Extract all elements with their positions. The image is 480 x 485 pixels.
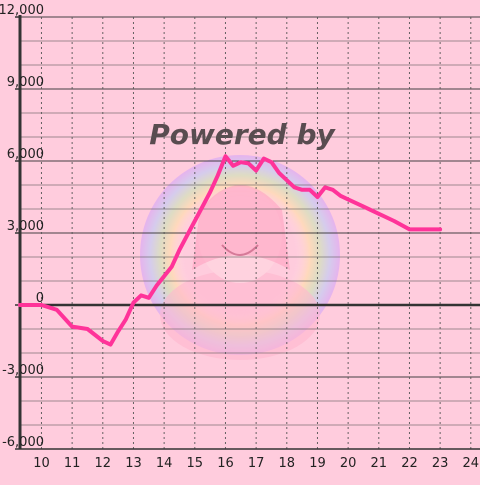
- y-tick-label: 3,000: [7, 219, 44, 234]
- x-tick-label: 12: [95, 456, 112, 471]
- y-tick-label: -6,000: [2, 435, 44, 450]
- grid: [20, 16, 480, 450]
- x-tick-label: 17: [248, 456, 265, 471]
- x-tick-label: 15: [187, 456, 204, 471]
- y-tick-label: -3,000: [2, 363, 44, 378]
- series-layer: [18, 154, 443, 347]
- y-tick-label: 6,000: [7, 147, 44, 162]
- tick-labels: -6,000 -3,000 0 3,000 6,000 9,000 12,000 10 11 12…: [0, 3, 479, 471]
- x-tick-label: 22: [401, 456, 418, 471]
- x-tick-label: 13: [125, 456, 142, 471]
- x-tick-label: 20: [340, 456, 357, 471]
- x-tick-label: 14: [156, 456, 173, 471]
- series-line: [18, 154, 443, 347]
- watermark-text: Powered by: [149, 118, 336, 151]
- x-tick-label: 21: [371, 456, 388, 471]
- x-tick-label: 18: [279, 456, 296, 471]
- x-tick-label: 23: [432, 456, 449, 471]
- x-tick-label: 24: [463, 456, 480, 471]
- x-tick-label: 16: [217, 456, 234, 471]
- y-tick-label: 0: [36, 291, 44, 306]
- x-tick-label: 10: [33, 456, 50, 471]
- y-tick-label: 12,000: [0, 3, 44, 18]
- y-tick-label: 9,000: [7, 75, 44, 90]
- x-tick-label: 19: [309, 456, 326, 471]
- x-tick-label: 11: [64, 456, 81, 471]
